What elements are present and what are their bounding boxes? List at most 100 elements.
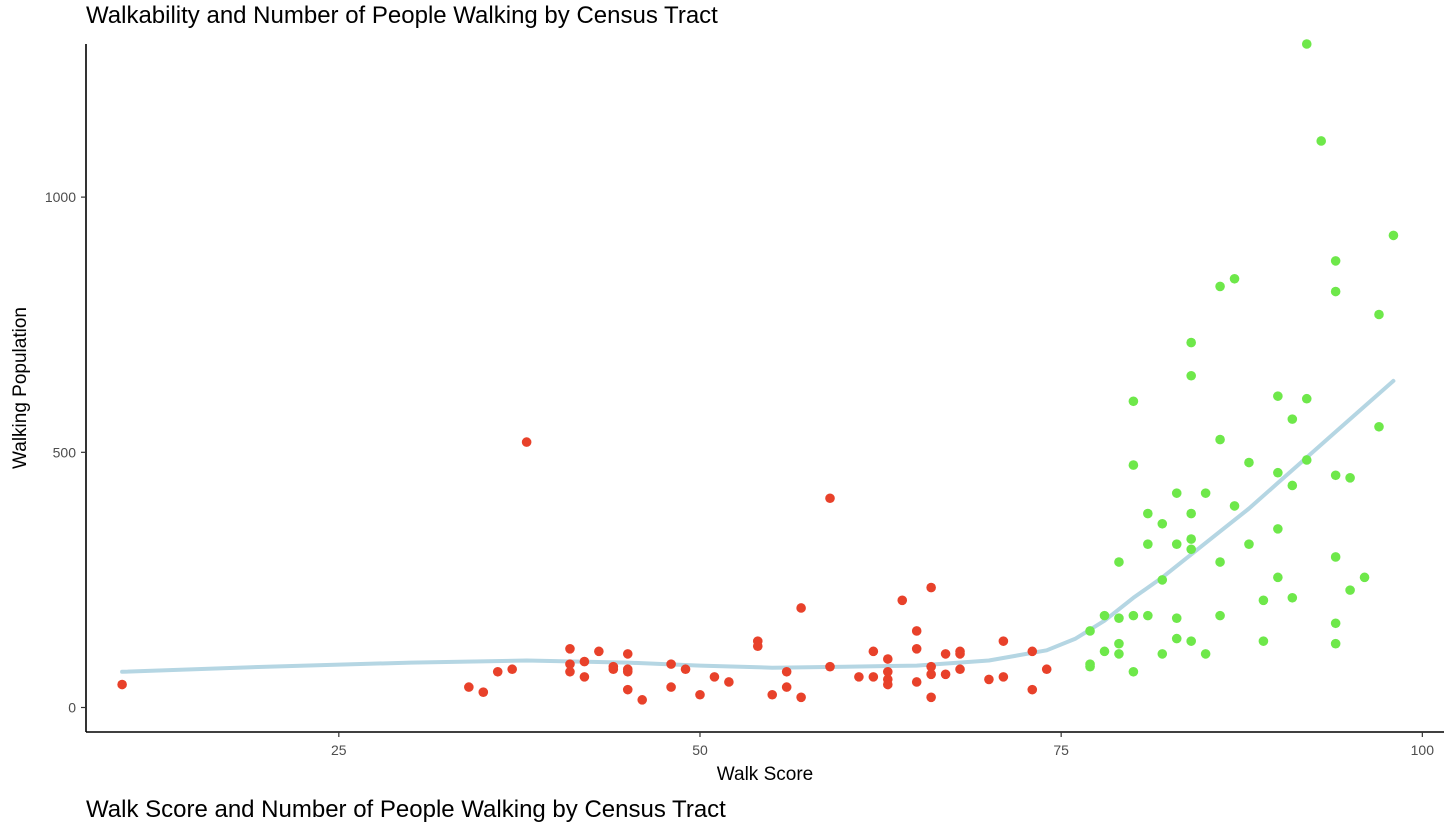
data-point: [1301, 393, 1312, 404]
data-point: [1388, 230, 1399, 241]
data-point: [1330, 256, 1341, 266]
data-point: [622, 649, 633, 659]
data-point: [1215, 281, 1225, 292]
data-point: [926, 582, 936, 593]
y-axis-title: Walking Population: [10, 307, 31, 469]
data-point: [825, 493, 835, 504]
data-point: [1143, 610, 1153, 621]
data-point: [1128, 610, 1139, 621]
data-point: [1099, 610, 1110, 621]
data-point: [622, 666, 633, 677]
x-ticks: 25 50 75 100: [331, 732, 1434, 758]
chart-title: Walkability and Number of People Walking…: [86, 2, 718, 29]
data-point: [825, 661, 835, 672]
data-point: [1114, 613, 1124, 623]
data-point: [1041, 664, 1052, 675]
data-point: [796, 692, 806, 703]
data-point: [579, 656, 590, 667]
y-tick-label: 0: [68, 700, 76, 716]
x-tick-label: 50: [692, 742, 708, 758]
data-point: [1186, 508, 1196, 519]
data-point: [637, 695, 648, 705]
data-point: [1143, 539, 1153, 549]
data-point: [1301, 455, 1312, 465]
data-point: [1287, 480, 1298, 491]
data-point: [1273, 391, 1283, 401]
data-point: [1157, 575, 1168, 585]
data-point: [1215, 557, 1225, 567]
data-point: [1157, 518, 1168, 529]
data-point: [926, 692, 936, 703]
data-point: [1316, 136, 1327, 146]
data-point: [767, 689, 778, 700]
data-point: [911, 677, 922, 687]
data-point: [1085, 626, 1095, 636]
data-point: [781, 682, 792, 692]
data-point: [998, 636, 1009, 646]
data-point: [882, 679, 893, 690]
data-point: [478, 687, 489, 697]
data-point: [565, 659, 575, 669]
data-point: [594, 646, 604, 657]
data-point: [1258, 636, 1269, 646]
data-point: [521, 437, 532, 447]
data-point: [1273, 524, 1283, 534]
data-point: [1244, 539, 1254, 549]
data-point: [608, 664, 619, 675]
data-point: [1330, 552, 1341, 562]
data-point: [1215, 434, 1225, 445]
data-point: [752, 641, 763, 652]
data-point: [1114, 649, 1124, 659]
data-point: [1186, 370, 1196, 381]
data-point: [1273, 572, 1283, 583]
data-point: [565, 644, 575, 654]
data-point: [1229, 273, 1240, 284]
data-point: [882, 654, 893, 664]
data-point: [1128, 460, 1139, 470]
data-point: [1186, 337, 1196, 348]
data-point: [1027, 684, 1038, 695]
data-point: [1359, 572, 1370, 583]
data-point: [1273, 467, 1283, 478]
second-chart-title: Walk Score and Number of People Walking …: [86, 796, 726, 823]
data-point: [579, 672, 590, 682]
data-point: [868, 672, 879, 682]
data-point: [1128, 666, 1139, 677]
x-tick-label: 75: [1053, 742, 1069, 758]
data-point: [781, 666, 792, 677]
data-point: [796, 603, 806, 613]
data-point: [882, 666, 893, 677]
data-point: [940, 669, 951, 680]
data-point: [622, 684, 633, 695]
trend-layer: [120, 378, 1396, 674]
data-point: [1114, 557, 1124, 567]
data-point: [695, 689, 705, 700]
data-point: [1287, 414, 1298, 424]
data-point: [464, 682, 474, 692]
data-point: [926, 661, 936, 672]
data-point: [1287, 592, 1298, 603]
data-point: [1229, 501, 1240, 511]
data-point: [955, 664, 965, 675]
data-point: [1345, 473, 1355, 483]
data-point: [1128, 396, 1139, 407]
data-point: [854, 672, 864, 682]
data-point: [955, 649, 965, 659]
points-layer: [117, 39, 1399, 705]
data-point: [724, 677, 734, 687]
data-point: [940, 649, 951, 659]
data-point: [1330, 618, 1341, 629]
data-point: [1143, 508, 1153, 519]
data-point: [1330, 470, 1341, 481]
data-point: [1215, 610, 1225, 621]
data-point: [680, 664, 691, 675]
data-point: [507, 664, 517, 675]
data-point: [1258, 595, 1269, 606]
data-point: [666, 682, 676, 692]
data-point: [1171, 633, 1182, 644]
data-point: [998, 672, 1009, 682]
data-point: [1186, 636, 1196, 646]
data-point: [565, 666, 575, 677]
data-point: [911, 626, 922, 636]
